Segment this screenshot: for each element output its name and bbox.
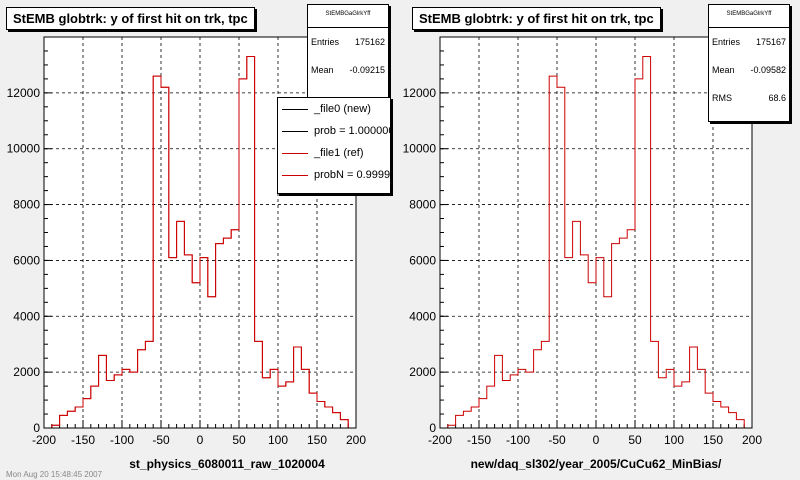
panel-1-title-text: StEMB globtrk: y of first hit on trk, tp… (13, 11, 248, 26)
y-tick-label: 6000 (409, 253, 436, 267)
x-tick-label: -200 (428, 433, 452, 447)
panel-1-stats-entries: Entries 175162 (311, 37, 385, 47)
y-tick-label: 12000 (403, 86, 437, 100)
y-tick-label: 6000 (13, 253, 40, 267)
y-tick-label: 8000 (13, 198, 40, 212)
x-tick-label: -50 (152, 433, 170, 447)
x-tick-label: 0 (593, 433, 600, 447)
panel-2-stats-name: StEMBGaGlrkYff (709, 5, 789, 28)
panel-1-title: StEMB globtrk: y of first hit on trk, tp… (6, 7, 255, 30)
x-tick-label: 50 (628, 433, 642, 447)
panel-1-stats-box: StEMBGaGlrkYff Entries 175162 Mean -0.09… (307, 4, 389, 102)
histogram-series-2 (51, 56, 349, 428)
panel-1-xlabel: st_physics_6080011_raw_1020004 (129, 457, 325, 471)
y-tick-label: 0 (429, 421, 436, 435)
y-tick-label: 2000 (409, 365, 436, 379)
x-tick-label: -150 (467, 433, 491, 447)
y-tick-label: 4000 (409, 309, 436, 323)
legend-entry-file1: _file1 (ref) (278, 142, 390, 164)
legend-swatch-file0 (282, 108, 308, 110)
x-tick-label: 150 (703, 433, 723, 447)
legend-entry-probN: probN = 0.999972 (278, 164, 390, 186)
y-tick-label: 4000 (13, 309, 40, 323)
x-tick-label: -150 (71, 433, 95, 447)
panel-2-stats-mean: Mean -0.09582 (712, 65, 786, 75)
panel-1-stats-mean: Mean -0.09215 (311, 65, 385, 75)
y-tick-label: 0 (33, 421, 40, 435)
x-tick-label: -100 (110, 433, 134, 447)
panel-2-stats-rms: RMS 68.6 (712, 93, 786, 103)
y-tick-label: 2000 (13, 365, 40, 379)
x-tick-label: 50 (232, 433, 246, 447)
legend-entry-prob: prob = 1.000000 (278, 120, 390, 142)
panel-2-stats-box: StEMBGaGlrkYff Entries 175167 Mean -0.09… (708, 4, 790, 122)
histogram-series-1 (447, 56, 745, 428)
legend-swatch-prob (282, 130, 308, 132)
legend-swatch-probN (282, 174, 308, 176)
x-tick-label: -100 (506, 433, 530, 447)
x-tick-label: 200 (742, 433, 762, 447)
y-tick-label: 10000 (7, 142, 41, 156)
y-tick-label: 8000 (409, 198, 436, 212)
panel-2-frame-border (439, 36, 753, 429)
panel-2-title: StEMB globtrk: y of first hit on trk, tp… (412, 7, 661, 30)
panel-1-legend: _file0 (new) prob = 1.000000 _file1 (ref… (277, 97, 391, 194)
panel-2-stats-entries: Entries 175167 (712, 37, 786, 47)
legend-swatch-file1 (282, 152, 308, 154)
x-tick-label: 150 (307, 433, 327, 447)
y-tick-label: 12000 (7, 86, 41, 100)
panel-2-xlabel: new/daq_sl302/year_2005/CuCu62_MinBias/ (471, 457, 722, 471)
x-tick-label: -200 (32, 433, 56, 447)
x-tick-label: 100 (268, 433, 288, 447)
x-tick-label: 200 (346, 433, 366, 447)
y-tick-label: 10000 (403, 142, 437, 156)
x-tick-label: 100 (664, 433, 684, 447)
panel-2-title-text: StEMB globtrk: y of first hit on trk, tp… (419, 11, 654, 26)
panel-2-plot: -200 -150 -100 -50 0 50 100 150 2000200040006000… (403, 36, 762, 447)
x-tick-label: -50 (548, 433, 566, 447)
legend-entry-file0: _file0 (new) (278, 98, 390, 120)
x-tick-label: 0 (197, 433, 204, 447)
timestamp-footer: Mon Aug 20 15:48:45 2007 (6, 470, 103, 479)
panel-1-stats-name: StEMBGaGlrkYff (308, 5, 388, 28)
panel-1-frame-border (43, 36, 357, 429)
